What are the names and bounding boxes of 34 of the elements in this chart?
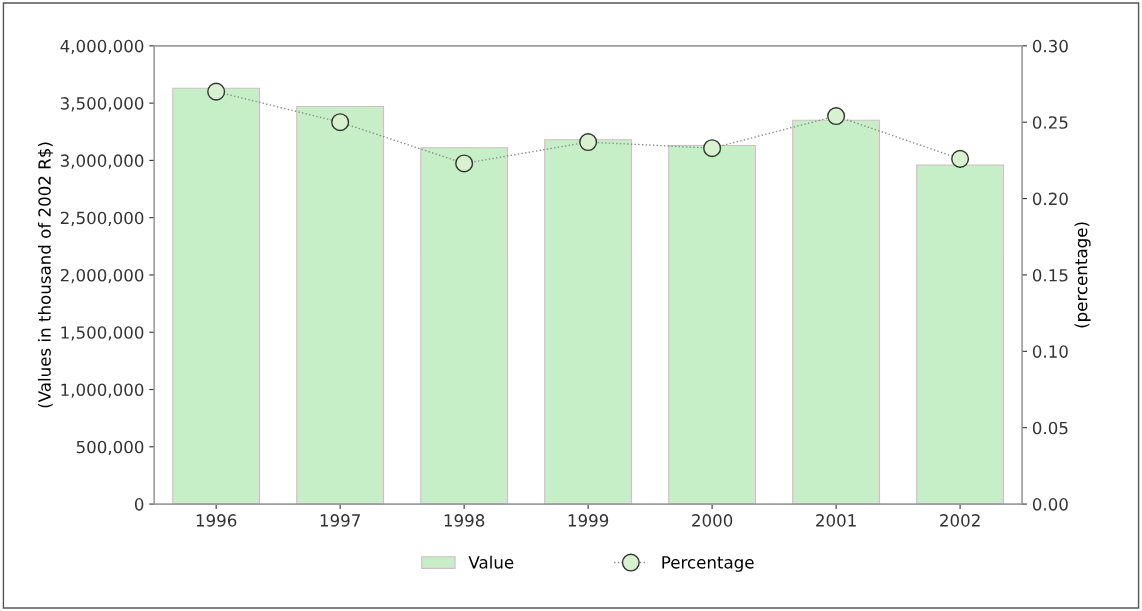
bar xyxy=(544,139,633,505)
y-tick-label: 2,500,000 xyxy=(60,211,144,226)
bar xyxy=(420,147,509,505)
x-tick-label: 2001 xyxy=(816,514,856,527)
y-tick-label: 3,000,000 xyxy=(60,154,144,169)
bar xyxy=(668,144,757,505)
y2-tick-label: 0.15 xyxy=(1032,268,1068,282)
x-tick-label: 1996 xyxy=(196,514,237,527)
y2-tick-label: 0.30 xyxy=(1032,39,1068,53)
legend-label: Value xyxy=(468,555,514,569)
y2-tick-label: 0.20 xyxy=(1032,192,1068,206)
y-tick-label: 2,000,000 xyxy=(60,268,144,284)
x-tick-label: 2000 xyxy=(692,514,733,527)
y-tick-label: 3,500,000 xyxy=(60,97,144,112)
y2-tick-label: 0.25 xyxy=(1032,116,1068,129)
bar xyxy=(172,87,261,505)
y2-tick-label: 0.00 xyxy=(1032,498,1068,511)
y2-axis-title: (percentage) xyxy=(1074,222,1091,328)
x-tick-label: 1999 xyxy=(568,514,609,527)
bar xyxy=(916,164,1005,505)
bar xyxy=(792,119,881,505)
y-tick-label: 0 xyxy=(134,498,144,511)
bar xyxy=(296,105,385,505)
y2-tick-label: 0.10 xyxy=(1032,345,1068,358)
legend-label: Percentage xyxy=(662,556,754,572)
y-axis-title: (Values in thousand of 2002 R$) xyxy=(37,142,54,408)
y-tick-label: 1,500,000 xyxy=(61,326,144,341)
x-tick-label: 1997 xyxy=(320,514,360,527)
y-tick-label: 4,000,000 xyxy=(60,39,144,55)
y2-tick-label: 0.05 xyxy=(1032,421,1068,435)
x-tick-label: 1998 xyxy=(444,514,485,527)
y-tick-label: 500,000 xyxy=(76,440,144,456)
x-tick-label: 2002 xyxy=(940,514,980,527)
y-tick-label: 1,000,000 xyxy=(61,383,144,398)
